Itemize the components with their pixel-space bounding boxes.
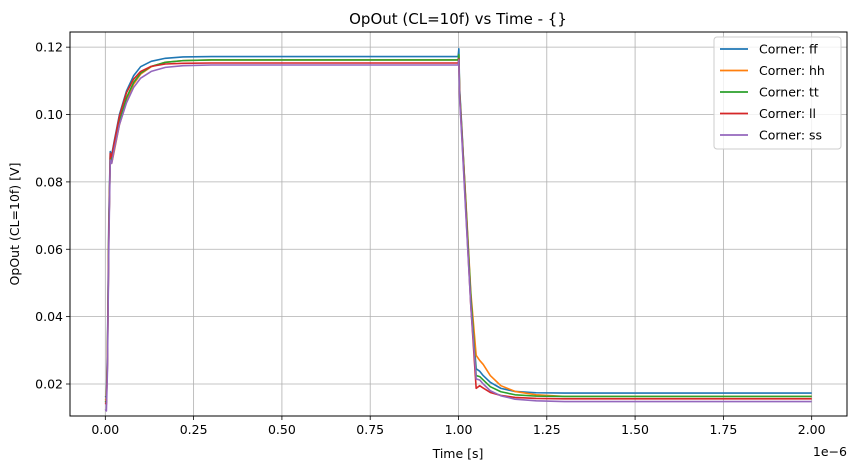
y-tick-label: 0.08 xyxy=(35,174,63,189)
series-lines xyxy=(104,48,812,412)
legend: Corner: ff Corner: hh Corner: tt Corner: ll… xyxy=(713,36,842,150)
x-tick-label: 1.00 xyxy=(445,422,473,437)
legend-label: Corner: ll xyxy=(759,106,816,121)
x-tick-label: 1.50 xyxy=(621,422,649,437)
legend-label: Corner: tt xyxy=(759,85,819,100)
legend-items: Corner: ff Corner: hh Corner: tt Corner: ll… xyxy=(720,42,825,143)
x-tick-label: 1.25 xyxy=(533,422,561,437)
axis-ticks: 0.00 0.25 0.50 0.75 1.00 1.25 1.50 1.75 2.00 0.02… xyxy=(35,40,825,437)
legend-label: Corner: ff xyxy=(759,42,818,57)
y-tick-label: 0.02 xyxy=(35,377,63,392)
x-tick-label: 1.75 xyxy=(709,422,737,437)
x-tick-label: 0.25 xyxy=(180,422,208,437)
y-tick-label: 0.06 xyxy=(35,242,63,257)
x-tick-label: 2.00 xyxy=(798,422,826,437)
y-tick-label: 0.10 xyxy=(35,107,63,122)
chart-title: OpOut (CL=10f) vs Time - {} xyxy=(349,10,567,28)
series-line xyxy=(104,59,812,412)
x-tick-label: 0.50 xyxy=(268,422,296,437)
y-tick-label: 0.04 xyxy=(35,309,63,324)
y-tick-label: 0.12 xyxy=(35,40,63,55)
legend-frame xyxy=(713,36,842,150)
grid xyxy=(70,32,847,416)
legend-label: Corner: ss xyxy=(759,128,822,143)
legend-label: Corner: hh xyxy=(759,63,825,78)
y-axis-title: OpOut (CL=10f) [V] xyxy=(7,163,22,286)
x-tick-label: 0.75 xyxy=(356,422,384,437)
x-axis-offset-label: 1e−6 xyxy=(813,444,847,459)
x-tick-label: 0.00 xyxy=(91,422,119,437)
x-axis-title: Time [s] xyxy=(432,446,484,461)
